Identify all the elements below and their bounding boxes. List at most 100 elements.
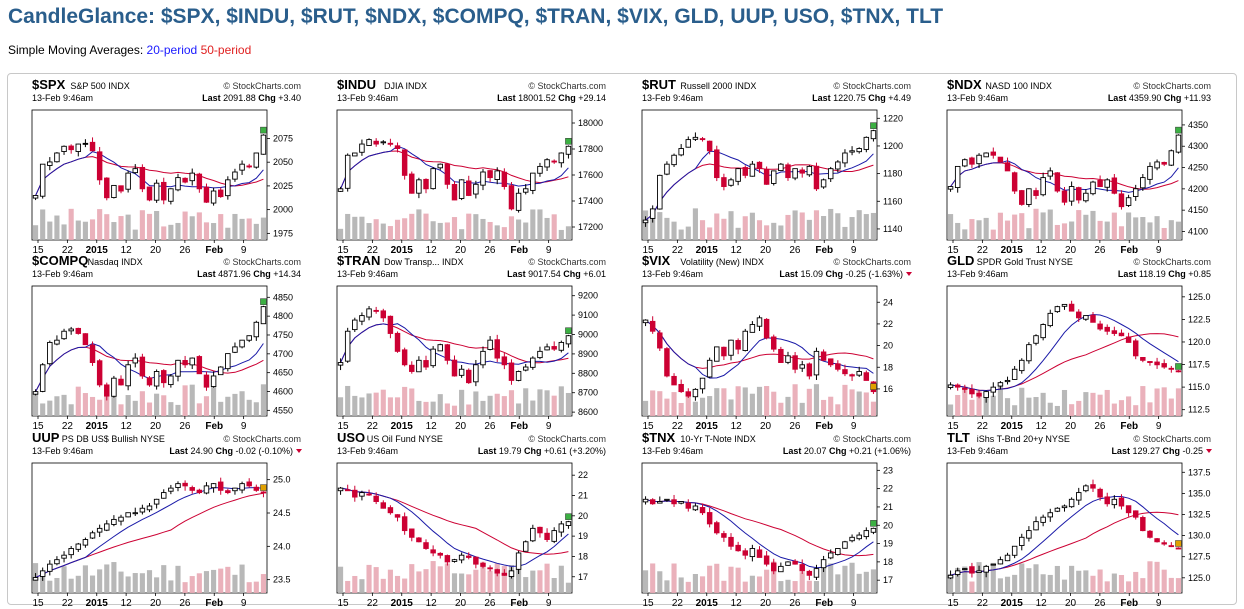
candlestick	[1076, 186, 1082, 204]
volume-bar	[211, 569, 217, 593]
chart-cell-tlt[interactable]: TLT iShs T-Bnd 20+y NYSE © StockCharts.com…	[923, 429, 1223, 609]
x-tick-label: 26	[484, 421, 496, 432]
chart-cell-gld[interactable]: GLD SPDR Gold Trust NYSE © StockCharts.com…	[923, 252, 1223, 432]
chart-cell-uso[interactable]: USO US Oil Fund NYSE © StockCharts.com 13-F…	[313, 429, 618, 609]
chart-date: 13-Feb 9:46am	[947, 269, 1008, 279]
candlestick	[182, 355, 188, 368]
volume-bar	[182, 582, 188, 593]
chart-cell-indu[interactable]: $INDU DJIA INDX © StockCharts.com 13-Feb 9:…	[313, 76, 618, 256]
chart-symbol: UUP	[32, 430, 60, 445]
x-tick-label: 22	[62, 245, 74, 256]
volume-bar	[1047, 574, 1053, 593]
x-tick-label: 9	[241, 245, 247, 256]
x-tick-label: 15	[947, 245, 959, 256]
candlestick	[416, 537, 422, 543]
candlestick	[75, 327, 82, 335]
volume-bar	[501, 566, 507, 593]
volume-bar	[778, 581, 784, 593]
y-tick-label: 4250	[1188, 163, 1208, 173]
candlestick	[1068, 497, 1075, 508]
candlestick	[642, 496, 649, 505]
volume-bar	[997, 578, 1003, 593]
volume-bar	[544, 217, 550, 240]
y-tick-label: 1180	[883, 169, 902, 179]
volume-bar	[40, 403, 46, 416]
volume-bar	[111, 391, 117, 416]
candlestick	[1033, 516, 1039, 531]
candlestick	[487, 336, 493, 351]
candlestick	[530, 172, 536, 195]
volume-bar	[232, 213, 238, 240]
volume-bar	[1076, 210, 1082, 240]
candlestick	[132, 353, 138, 368]
volume-bar	[1004, 220, 1011, 240]
volume-bar	[111, 562, 117, 593]
volume-bar	[728, 399, 734, 416]
candlestick	[806, 569, 813, 581]
candlestick	[423, 539, 429, 550]
volume-bar	[168, 580, 174, 593]
volume-bar	[976, 390, 982, 416]
volume-bar	[253, 402, 259, 416]
candlestick	[1154, 537, 1160, 543]
volume-bar	[565, 392, 571, 416]
candlestick	[466, 552, 472, 560]
y-tick-label: 9100	[578, 310, 598, 320]
volume-bar	[89, 396, 96, 416]
candlestick	[416, 356, 422, 373]
chart-cell-ndx[interactable]: $NDX NASD 100 INDX © StockCharts.com 13-Feb…	[923, 76, 1223, 256]
volume-bar	[459, 229, 465, 240]
volume-bar	[643, 400, 649, 416]
x-tick-label: 9	[1156, 598, 1162, 609]
volume-bar	[856, 573, 862, 593]
candlestick	[501, 569, 508, 576]
chart-symbol: $TNX	[642, 430, 676, 445]
volume-bar	[1012, 214, 1018, 240]
candlestick	[849, 534, 855, 543]
volume-bar	[1133, 571, 1139, 593]
volume-bar	[380, 389, 386, 416]
x-tick-label: 15	[642, 421, 654, 432]
chart-cell-spx[interactable]: $SPX S&P 500 INDX © StockCharts.com 13-Feb …	[8, 76, 313, 256]
volume-bar	[246, 399, 252, 416]
candlestick	[401, 149, 408, 180]
chart-date: 13-Feb 9:46am	[947, 93, 1008, 103]
volume-bar	[423, 213, 429, 240]
volume-bar	[75, 575, 81, 593]
volume-bar	[97, 569, 103, 593]
x-tick-label: Feb	[815, 421, 833, 432]
volume-bar	[948, 573, 954, 593]
volume-bar	[990, 229, 996, 240]
chart-cell-tran[interactable]: $TRAN Dow Transp... INDX © StockCharts.com…	[313, 252, 618, 432]
last-price-marker	[870, 520, 877, 527]
candlestick	[835, 548, 841, 556]
candlestick	[792, 559, 798, 565]
chart-cell-vix[interactable]: $VIX Volatility (New) INDX © StockCharts.c…	[618, 252, 923, 432]
volume-bar	[232, 393, 238, 416]
candlestick	[1019, 533, 1025, 551]
chart-cell-rut[interactable]: $RUT Russell 2000 INDX © StockCharts.com 13…	[618, 76, 923, 256]
chart-cell-uup[interactable]: UUP PS DB US$ Bullish NYSE © StockCharts.c…	[8, 429, 313, 609]
watermark: © StockCharts.com	[833, 257, 911, 267]
volume-bar	[1054, 565, 1060, 593]
candlestick	[1019, 358, 1025, 374]
y-tick-label: 2025	[273, 181, 293, 191]
watermark: © StockCharts.com	[833, 434, 911, 444]
candlestick	[1068, 181, 1075, 206]
candlestick	[522, 184, 529, 195]
volume-bar	[1140, 217, 1146, 240]
candlestick	[671, 494, 677, 507]
volume-bar	[516, 403, 522, 416]
volume-bar	[678, 229, 684, 240]
candlestick	[125, 170, 131, 193]
chart-cell-compq[interactable]: $COMPQ Nasdaq INDX © StockCharts.com 13-Feb…	[8, 252, 313, 432]
candlestick	[565, 145, 572, 159]
y-tick-label: 8900	[578, 349, 598, 359]
candlestick	[835, 160, 841, 173]
x-tick-label: 9	[851, 245, 857, 256]
chart-cell-tnx[interactable]: $TNX 10-Yr T-Note INDX © StockCharts.com 13…	[618, 429, 923, 609]
candlestick	[1054, 172, 1061, 193]
y-tick-label: 18	[883, 557, 893, 567]
candlestick	[1161, 359, 1167, 369]
candlestick	[1004, 157, 1011, 172]
